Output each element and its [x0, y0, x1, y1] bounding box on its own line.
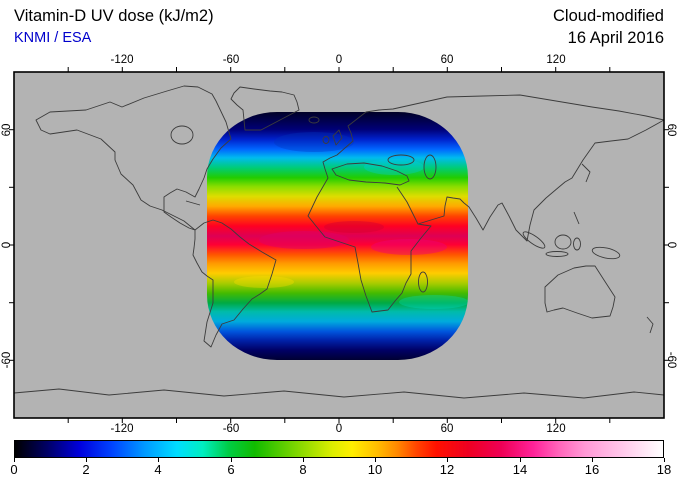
source-credit: KNMI / ESA — [14, 30, 92, 46]
colorbar-label: 18 — [656, 462, 672, 477]
colorbar-label: 14 — [512, 462, 528, 477]
header-left: Vitamin-D UV dose (kJ/m2) KNMI / ESA — [14, 6, 214, 48]
page-title: Vitamin-D UV dose (kJ/m2) — [14, 7, 214, 25]
colorbar — [14, 440, 664, 458]
header-right: Cloud-modified 16 April 2016 — [553, 6, 664, 48]
lon-tick-label-bottom: 120 — [546, 423, 566, 435]
lon-tick-label-bottom: -60 — [222, 423, 240, 435]
coastlines — [13, 85, 665, 399]
colorbar-label: 2 — [82, 462, 90, 477]
colorbar-label: 10 — [367, 462, 383, 477]
lon-tick-label-bottom: 0 — [335, 423, 343, 435]
colorbar-tick — [158, 458, 159, 462]
colorbar-tick — [375, 458, 376, 462]
lon-tick-label-top: -60 — [222, 54, 240, 66]
lon-tick-label-bottom: -120 — [110, 423, 134, 435]
colorbar-tick — [520, 458, 521, 462]
colorbar-tick — [86, 458, 87, 462]
axis-tick-marks — [9, 67, 669, 423]
colorbar-label: 16 — [584, 462, 600, 477]
colorbar-tick — [664, 458, 665, 462]
lon-tick-label-top: 0 — [335, 54, 343, 66]
lon-tick-label-top: 120 — [546, 54, 566, 66]
colorbar-tick — [231, 458, 232, 462]
date-label: 16 April 2016 — [567, 29, 664, 47]
colorbar-tick — [447, 458, 448, 462]
mode-label: Cloud-modified — [553, 7, 664, 25]
map-border — [13, 71, 665, 419]
world-map-svg — [9, 67, 669, 423]
colorbar-label: 0 — [10, 462, 18, 477]
lon-tick-label-bottom: 60 — [440, 423, 454, 435]
colorbar-label: 12 — [439, 462, 455, 477]
colorbar-tick — [303, 458, 304, 462]
lon-tick-label-top: -120 — [110, 54, 134, 66]
colorbar-tick — [14, 458, 15, 462]
colorbar-label: 8 — [299, 462, 307, 477]
colorbar-label: 4 — [154, 462, 162, 477]
colorbar-label: 6 — [227, 462, 235, 477]
colorbar-tick — [592, 458, 593, 462]
dose-swath — [207, 112, 468, 360]
lon-tick-label-top: 60 — [440, 54, 454, 66]
